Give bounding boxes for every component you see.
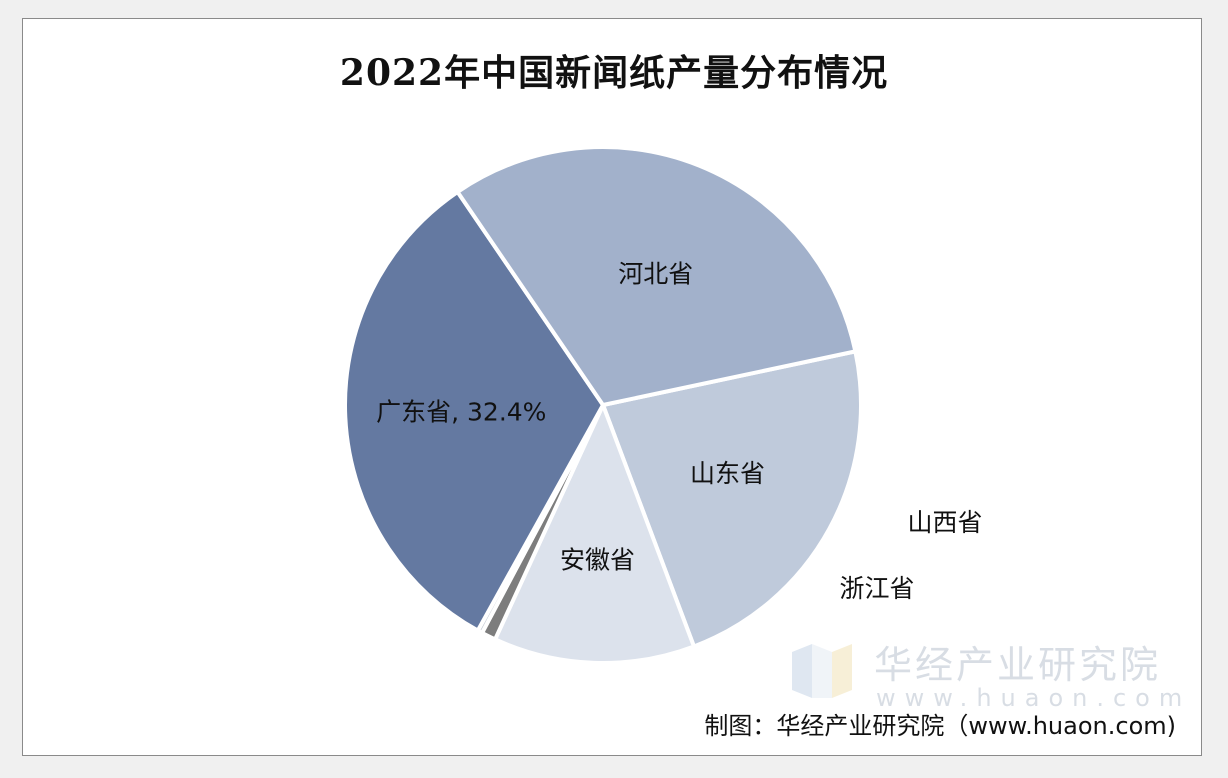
pie-label-3: 山西省 [907,508,982,537]
pie-label-2: 安徽省 [560,546,635,575]
source-note: 制图：华经产业研究院（www.huaon.com) [704,712,1176,740]
watermark-name: 华经产业研究院 [874,643,1162,687]
watermark: 华经产业研究院 www.huaon.com [788,632,1182,712]
pie-slices [343,145,863,665]
pie-slice-6 [455,145,858,407]
watermark-url: www.huaon.com [876,684,1192,712]
pie-label-5: 广东省, 32.4% [376,398,546,427]
pie-label-6: 河北省 [618,259,693,288]
pie-slice-2 [493,403,696,665]
chart-title: 2022年中国新闻纸产量分布情况 [339,52,889,94]
watermark-logo-icon [792,644,852,698]
pie-label-4: 浙江省 [839,574,914,603]
pie-label-1: 山东省 [690,459,765,488]
pie-slice-5 [343,189,605,633]
